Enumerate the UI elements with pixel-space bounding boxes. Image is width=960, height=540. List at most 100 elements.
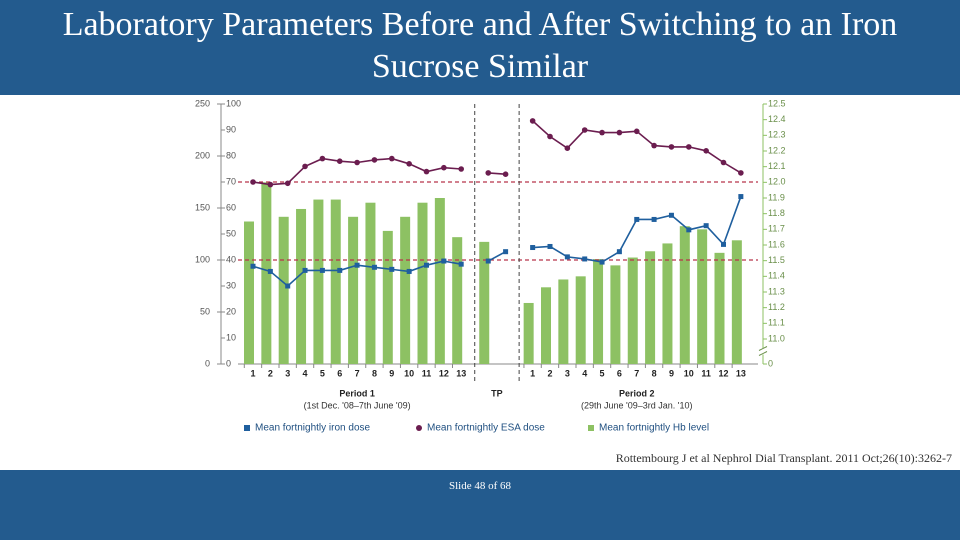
line — [532, 196, 742, 263]
y2-tick-label: 90 — [226, 124, 236, 134]
axis-break — [758, 351, 768, 356]
marker — [616, 129, 623, 136]
y3-tick-label: 12.0 — [768, 177, 786, 187]
y-tick-label: 200 — [195, 150, 210, 160]
x-tick-label: 8 — [372, 368, 377, 378]
marker — [250, 263, 256, 269]
marker — [599, 129, 605, 136]
x-tick-label: 7 — [634, 368, 639, 378]
y3-tick-label: 11.9 — [768, 192, 785, 202]
marker — [564, 254, 570, 260]
marker — [502, 171, 509, 177]
marker — [423, 168, 430, 175]
marker — [633, 128, 640, 135]
bar — [627, 257, 638, 364]
bar — [697, 229, 708, 364]
marker — [703, 148, 709, 154]
marker — [285, 283, 291, 289]
x-tick-label: 12 — [718, 368, 728, 378]
marker — [668, 212, 674, 218]
legend-label: Mean fortnightly Hb level — [599, 423, 709, 434]
x-tick-label: 4 — [582, 368, 587, 378]
x-tick-label: 1 — [250, 368, 255, 378]
bar — [261, 182, 272, 364]
group-label: Period 2 — [619, 388, 655, 398]
marker — [406, 268, 412, 274]
legend-swatch — [416, 425, 422, 431]
y3-tick-label: 11.0 — [768, 333, 785, 343]
legend-swatch — [588, 425, 594, 431]
marker — [302, 267, 308, 273]
x-tick-label: 10 — [684, 368, 694, 378]
chart: 0501001502002500102030405060708090100011… — [195, 98, 786, 434]
y2-tick-label: 10 — [226, 332, 236, 342]
x-tick-label: 11 — [701, 368, 711, 378]
marker — [319, 267, 325, 273]
x-tick-label: 11 — [422, 368, 432, 378]
marker — [485, 258, 491, 264]
x-tick-label: 9 — [389, 368, 394, 378]
y3-tick-label: 12.5 — [768, 98, 786, 108]
footer: Slide 48 of 68 — [0, 470, 960, 540]
y3-tick-label: 11.4 — [768, 271, 785, 281]
x-tick-label: 8 — [652, 368, 657, 378]
group-label: TP — [491, 388, 503, 398]
bar — [714, 252, 725, 364]
y-tick-label: 100 — [195, 254, 210, 264]
x-tick-label: 3 — [285, 368, 290, 378]
x-tick-label: 2 — [268, 368, 273, 378]
header: Laboratory Parameters Before and After S… — [0, 0, 960, 95]
marker — [703, 223, 709, 229]
y3-tick-label: 11.1 — [768, 318, 785, 328]
y-tick-label: 150 — [195, 202, 210, 212]
marker — [651, 142, 657, 149]
y-tick-label: 250 — [195, 98, 210, 108]
marker — [267, 181, 274, 188]
marker — [319, 155, 326, 162]
y2-tick-label: 70 — [226, 176, 236, 186]
x-tick-label: 5 — [600, 368, 605, 378]
y3-tick-label: 12.1 — [768, 161, 786, 171]
marker — [371, 157, 378, 163]
marker — [389, 155, 395, 162]
marker — [250, 179, 256, 185]
bar — [558, 279, 569, 364]
bar — [452, 237, 463, 364]
y2-tick-label: 20 — [226, 306, 236, 316]
marker — [582, 256, 588, 262]
x-tick-label: 3 — [565, 368, 570, 378]
bar — [434, 198, 445, 364]
marker — [564, 145, 571, 151]
bar — [382, 230, 393, 364]
slide-title: Laboratory Parameters Before and After S… — [62, 6, 898, 85]
marker — [721, 241, 726, 247]
marker — [336, 158, 343, 164]
marker — [547, 133, 553, 140]
y2-tick-label: 0 — [226, 358, 231, 368]
axis-break-gap — [759, 348, 767, 355]
marker — [529, 118, 536, 124]
bar — [278, 216, 289, 364]
y3-tick-label: 12.2 — [768, 145, 786, 155]
marker — [267, 268, 273, 274]
marker — [389, 266, 395, 272]
marker — [530, 245, 536, 251]
y3-tick-label: 12.3 — [768, 130, 786, 140]
y-tick-label: 50 — [200, 306, 210, 316]
legend-swatch — [244, 425, 250, 431]
x-tick-label: 5 — [320, 368, 325, 378]
bar — [523, 302, 534, 364]
marker — [354, 159, 360, 166]
y2-tick-label: 100 — [226, 98, 241, 108]
bar — [575, 276, 586, 364]
bar — [645, 251, 656, 364]
y3-tick-label: 11.3 — [768, 286, 785, 296]
marker — [738, 194, 744, 200]
marker — [441, 258, 447, 264]
line — [488, 172, 506, 175]
bar — [417, 202, 428, 364]
x-tick-label: 4 — [303, 368, 308, 378]
x-tick-label: 13 — [456, 368, 466, 378]
x-tick-label: 1 — [530, 368, 535, 378]
marker — [503, 249, 509, 255]
